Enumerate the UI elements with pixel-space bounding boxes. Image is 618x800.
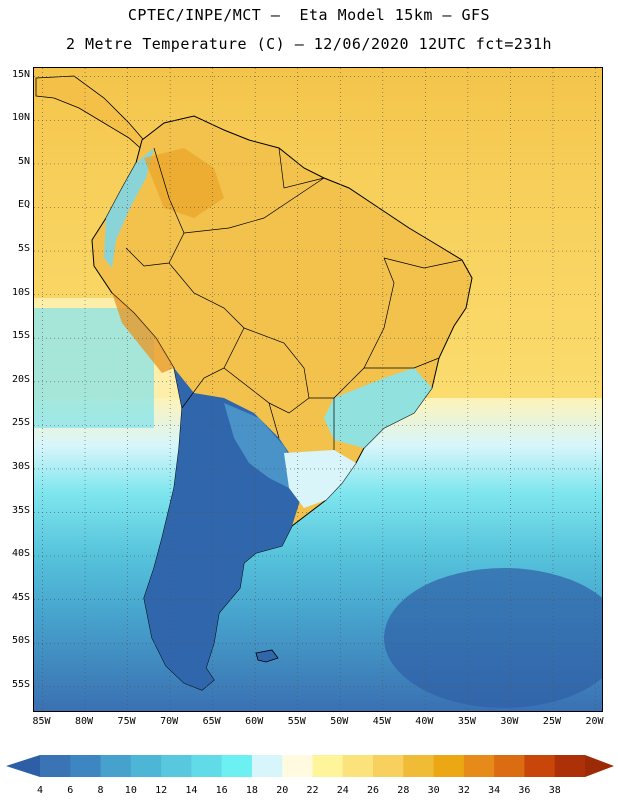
map-canvas — [34, 68, 602, 711]
map-title: CPTEC/INPE/MCT – Eta Model 15km – GFS — [127, 6, 491, 24]
colorbar-swatch — [100, 755, 132, 777]
uruguay-region — [284, 450, 356, 508]
latitude-label: 20S — [11, 373, 30, 385]
latitude-label: 55S — [11, 678, 30, 690]
colorbar-swatch — [524, 755, 556, 777]
colorbar-label: 24 — [336, 785, 349, 796]
colorbar-low-arrow — [6, 755, 40, 777]
colorbar-swatch — [130, 755, 162, 777]
longitude-label: 20W — [585, 716, 604, 727]
latitude-label: EQ — [17, 199, 30, 211]
argentina-plains — [224, 403, 296, 488]
latitude-label: 15S — [11, 330, 30, 342]
longitude-label: 80W — [75, 716, 94, 727]
longitude-label: 25W — [542, 716, 561, 727]
temperature-map — [33, 67, 603, 712]
map-subtitle: 2 Metre Temperature (C) – 12/06/2020 12U… — [65, 35, 553, 53]
latitude-label: 25S — [11, 417, 30, 429]
longitude-label: 55W — [287, 716, 306, 727]
colorbar-swatch — [221, 755, 253, 777]
colorbar-label: 38 — [548, 785, 561, 796]
longitude-label: 50W — [330, 716, 349, 727]
longitude-label: 70W — [160, 716, 179, 727]
colorbar-swatch — [373, 755, 404, 777]
country-borders — [125, 147, 463, 450]
colorbar-swatch — [554, 755, 586, 777]
cold-ocean-south — [384, 568, 602, 708]
latitude-label: 35S — [11, 504, 30, 516]
longitude-label: 75W — [117, 716, 136, 727]
colorbar-swatch — [40, 755, 71, 777]
amazon-hot-core — [144, 148, 224, 218]
latitude-label: 30S — [11, 460, 30, 472]
colorbar-label: 22 — [306, 785, 319, 796]
colorbar-swatch — [433, 755, 465, 777]
brazil-southeast-cool — [324, 368, 432, 448]
latitude-label: 10N — [11, 112, 30, 124]
latitude-label: 45S — [11, 591, 30, 603]
colorbar-label: 20 — [276, 785, 289, 796]
colorbar-label: 4 — [36, 785, 44, 796]
latitude-label: 50S — [11, 635, 30, 647]
colorbar-swatch — [463, 755, 495, 777]
colorbar-label: 28 — [397, 785, 410, 796]
colorbar-label: 6 — [67, 785, 74, 796]
colorbar-swatch — [342, 755, 374, 777]
colorbar-label: 16 — [215, 785, 228, 796]
longitude-label: 45W — [372, 716, 391, 727]
colorbar-swatch — [494, 755, 525, 777]
colorbar-label: 26 — [367, 785, 380, 796]
colorbar-swatch — [403, 755, 435, 777]
lat-lon-grid — [34, 68, 602, 711]
longitude-label: 65W — [202, 716, 221, 727]
longitude-label: 85W — [32, 716, 51, 727]
latitude-label: 40S — [11, 548, 30, 560]
latitude-label: 5N — [17, 155, 30, 167]
colorbar-swatch — [191, 755, 223, 777]
colorbar — [6, 755, 614, 777]
longitude-label: 35W — [457, 716, 476, 727]
colorbar-label: 36 — [518, 785, 531, 796]
colorbar-swatch — [161, 755, 192, 777]
colorbar-label: 34 — [488, 785, 501, 796]
colorbar-swatch — [282, 755, 313, 777]
colorbar-label: 8 — [97, 785, 104, 796]
colorbar-swatch — [312, 755, 344, 777]
latitude-label: 5S — [17, 243, 30, 255]
longitude-label: 30W — [500, 716, 519, 727]
colorbar-label: 14 — [185, 785, 198, 796]
longitude-label: 40W — [415, 716, 434, 727]
latitude-label: 10S — [11, 286, 30, 298]
colorbar-label: 30 — [427, 785, 440, 796]
colorbar-label: 32 — [457, 785, 470, 796]
andes-cool-strip — [104, 148, 154, 268]
latitude-label: 15N — [11, 68, 30, 80]
longitude-label: 60W — [245, 716, 264, 727]
colorbar-swatch — [70, 755, 102, 777]
colorbar-label: 12 — [155, 785, 168, 796]
colorbar-high-arrow — [585, 755, 614, 777]
falkland-islands — [255, 649, 279, 663]
colorbar-label: 18 — [245, 785, 258, 796]
colorbar-label: 10 — [124, 785, 137, 796]
colorbar-swatch — [251, 755, 283, 777]
